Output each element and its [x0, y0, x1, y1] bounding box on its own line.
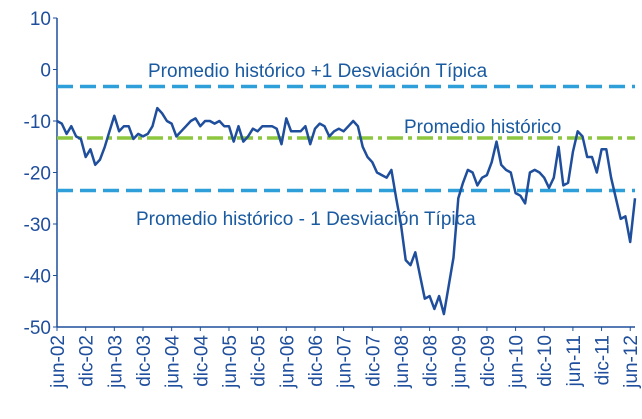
annotation: Promedio histórico +1 Desviación Típica — [148, 61, 488, 82]
y-tick-label: -30 — [24, 215, 51, 236]
x-tick-label: dic-02 — [77, 335, 98, 387]
y-tick-label: -10 — [24, 112, 51, 133]
x-tick-label: jun-03 — [105, 335, 126, 389]
x-tick-label: jun-07 — [335, 335, 356, 389]
y-tick-label: 0 — [40, 61, 51, 82]
x-tick-label: dic-10 — [535, 335, 556, 387]
x-tick-label: dic-03 — [134, 335, 155, 387]
x-tick-label: jun-12 — [621, 335, 642, 389]
y-tick-label: -50 — [24, 318, 51, 339]
data-line — [56, 106, 637, 316]
x-tick-label: jun-02 — [48, 335, 69, 389]
x-tick-label: dic-06 — [306, 335, 327, 387]
x-tick-label: jun-04 — [163, 335, 184, 389]
y-tick-label: -40 — [24, 267, 51, 288]
y-tick-label: 10 — [30, 9, 51, 30]
x-tick-label: dic-05 — [249, 335, 270, 387]
x-tick-label: jun-11 — [564, 335, 585, 387]
x-tick-label: jun-05 — [220, 335, 241, 389]
x-tick-label: dic-11 — [593, 335, 614, 385]
annotation: Promedio histórico - 1 Desviación Típica — [136, 209, 476, 230]
x-tick-label: jun-10 — [507, 335, 528, 389]
y-tick-label: -20 — [24, 164, 51, 185]
x-tick-label: jun-09 — [449, 335, 470, 389]
x-tick-label: dic-08 — [421, 335, 442, 387]
x-tick-label: dic-07 — [363, 335, 384, 387]
x-tick-label: dic-04 — [191, 335, 212, 387]
x-tick-label: dic-09 — [478, 335, 499, 387]
x-tick-label: jun-08 — [392, 335, 413, 389]
x-tick-label: jun-06 — [277, 335, 298, 389]
annotation: Promedio histórico — [404, 117, 561, 138]
